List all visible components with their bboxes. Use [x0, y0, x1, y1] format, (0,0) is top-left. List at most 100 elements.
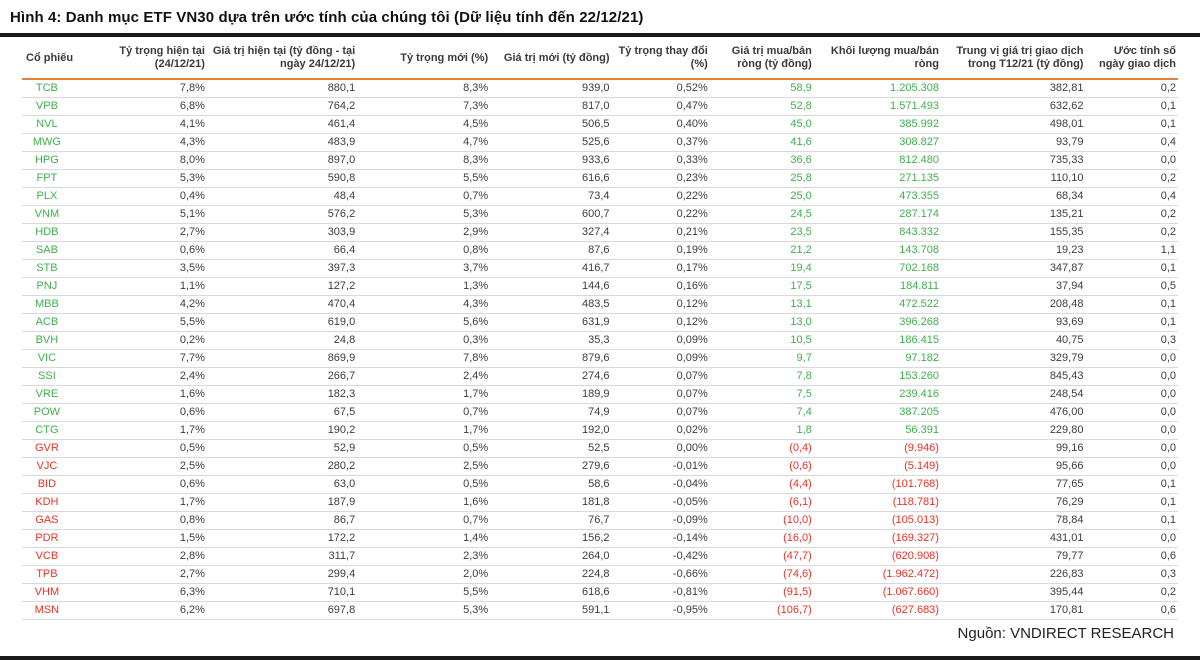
weight-change-cell: -0,14% [611, 529, 710, 548]
table-row: PDR 1,5% 172,2 1,4% 156,2 -0,14% (16,0) … [22, 529, 1178, 548]
est-trading-days-cell: 0,3 [1085, 565, 1178, 584]
new-weight-cell: 5,3% [357, 601, 491, 620]
current-weight-cell: 7,8% [79, 79, 207, 98]
weight-change-cell: 0,09% [611, 331, 710, 350]
median-trade-value-cell: 93,79 [940, 133, 1086, 152]
net-volume-cell: (9.946) [813, 439, 941, 458]
median-trade-value-cell: 93,69 [940, 313, 1086, 332]
median-trade-value-cell: 135,21 [940, 205, 1086, 224]
current-value-cell: 299,4 [206, 565, 358, 584]
table-row: PNJ 1,1% 127,2 1,3% 144,6 0,16% 17,5 184… [22, 277, 1178, 296]
net-volume-cell: (101.768) [813, 475, 941, 494]
current-value-cell: 590,8 [206, 169, 358, 188]
new-weight-cell: 4,3% [357, 295, 491, 314]
net-volume-cell: 387.205 [813, 403, 941, 422]
est-trading-days-cell: 0,1 [1085, 259, 1178, 278]
current-weight-cell: 0,4% [79, 187, 207, 206]
est-trading-days-cell: 0,3 [1085, 331, 1178, 350]
current-weight-cell: 8,0% [79, 151, 207, 170]
net-volume-cell: (620.908) [813, 547, 941, 566]
weight-change-cell: 0,09% [611, 349, 710, 368]
current-value-cell: 897,0 [206, 151, 358, 170]
ticker-cell: POW [22, 403, 80, 422]
current-weight-cell: 0,2% [79, 331, 207, 350]
weight-change-cell: -0,42% [611, 547, 710, 566]
current-value-cell: 710,1 [206, 583, 358, 602]
median-trade-value-cell: 229,80 [940, 421, 1086, 440]
net-value-cell: 9,7 [709, 349, 814, 368]
ticker-cell: FPT [22, 169, 80, 188]
net-volume-cell: (169.327) [813, 529, 941, 548]
column-header-ticker: Cổ phiếu [22, 39, 80, 80]
new-value-cell: 181,8 [490, 493, 612, 512]
net-value-cell: 45,0 [709, 115, 814, 134]
median-trade-value-cell: 498,01 [940, 115, 1086, 134]
weight-change-cell: -0,05% [611, 493, 710, 512]
table-row: VRE 1,6% 182,3 1,7% 189,9 0,07% 7,5 239.… [22, 385, 1178, 404]
new-value-cell: 76,7 [490, 511, 612, 530]
table-row: FPT 5,3% 590,8 5,5% 616,6 0,23% 25,8 271… [22, 169, 1178, 188]
new-value-cell: 58,6 [490, 475, 612, 494]
current-weight-cell: 0,6% [79, 475, 207, 494]
table-row: MBB 4,2% 470,4 4,3% 483,5 0,12% 13,1 472… [22, 295, 1178, 314]
net-value-cell: (10,0) [709, 511, 814, 530]
current-value-cell: 187,9 [206, 493, 358, 512]
current-value-cell: 67,5 [206, 403, 358, 422]
current-value-cell: 127,2 [206, 277, 358, 296]
median-trade-value-cell: 632,62 [940, 97, 1086, 116]
median-trade-value-cell: 170,81 [940, 601, 1086, 620]
median-trade-value-cell: 431,01 [940, 529, 1086, 548]
current-value-cell: 461,4 [206, 115, 358, 134]
net-volume-cell: 472.522 [813, 295, 941, 314]
net-volume-cell: 396.268 [813, 313, 941, 332]
est-trading-days-cell: 0,2 [1085, 583, 1178, 602]
net-volume-cell: 812.480 [813, 151, 941, 170]
est-trading-days-cell: 0,1 [1085, 97, 1178, 116]
new-value-cell: 933,6 [490, 151, 612, 170]
ticker-cell: PDR [22, 529, 80, 548]
new-value-cell: 264,0 [490, 547, 612, 566]
median-trade-value-cell: 248,54 [940, 385, 1086, 404]
ticker-cell: PLX [22, 187, 80, 206]
current-weight-cell: 1,7% [79, 421, 207, 440]
est-trading-days-cell: 0,1 [1085, 313, 1178, 332]
median-trade-value-cell: 226,83 [940, 565, 1086, 584]
current-value-cell: 576,2 [206, 205, 358, 224]
weight-change-cell: 0,17% [611, 259, 710, 278]
table-row: STB 3,5% 397,3 3,7% 416,7 0,17% 19,4 702… [22, 259, 1178, 278]
new-value-cell: 525,6 [490, 133, 612, 152]
ticker-cell: CTG [22, 421, 80, 440]
new-weight-cell: 5,5% [357, 169, 491, 188]
est-trading-days-cell: 0,0 [1085, 367, 1178, 386]
est-trading-days-cell: 0,1 [1085, 475, 1178, 494]
current-value-cell: 86,7 [206, 511, 358, 530]
new-value-cell: 73,4 [490, 187, 612, 206]
net-value-cell: 10,5 [709, 331, 814, 350]
new-value-cell: 192,0 [490, 421, 612, 440]
current-value-cell: 483,9 [206, 133, 358, 152]
new-value-cell: 224,8 [490, 565, 612, 584]
ticker-cell: VJC [22, 457, 80, 476]
net-volume-cell: 1.205.308 [813, 79, 941, 98]
current-weight-cell: 3,5% [79, 259, 207, 278]
column-header-new-value: Giá trị mới (tỷ đồng) [490, 39, 612, 80]
weight-change-cell: -0,66% [611, 565, 710, 584]
net-volume-cell: 186.415 [813, 331, 941, 350]
net-value-cell: 21,2 [709, 241, 814, 260]
ticker-cell: TCB [22, 79, 80, 98]
net-volume-cell: (1.067.660) [813, 583, 941, 602]
current-weight-cell: 0,6% [79, 403, 207, 422]
table-row: HDB 2,7% 303,9 2,9% 327,4 0,21% 23,5 843… [22, 223, 1178, 242]
current-value-cell: 311,7 [206, 547, 358, 566]
net-value-cell: 41,6 [709, 133, 814, 152]
weight-change-cell: 0,07% [611, 385, 710, 404]
new-weight-cell: 1,4% [357, 529, 491, 548]
ticker-cell: ACB [22, 313, 80, 332]
ticker-cell: BID [22, 475, 80, 494]
current-weight-cell: 6,8% [79, 97, 207, 116]
net-value-cell: 7,4 [709, 403, 814, 422]
current-value-cell: 619,0 [206, 313, 358, 332]
current-value-cell: 266,7 [206, 367, 358, 386]
weight-change-cell: 0,52% [611, 79, 710, 98]
table-row: BID 0,6% 63,0 0,5% 58,6 -0,04% (4,4) (10… [22, 475, 1178, 494]
